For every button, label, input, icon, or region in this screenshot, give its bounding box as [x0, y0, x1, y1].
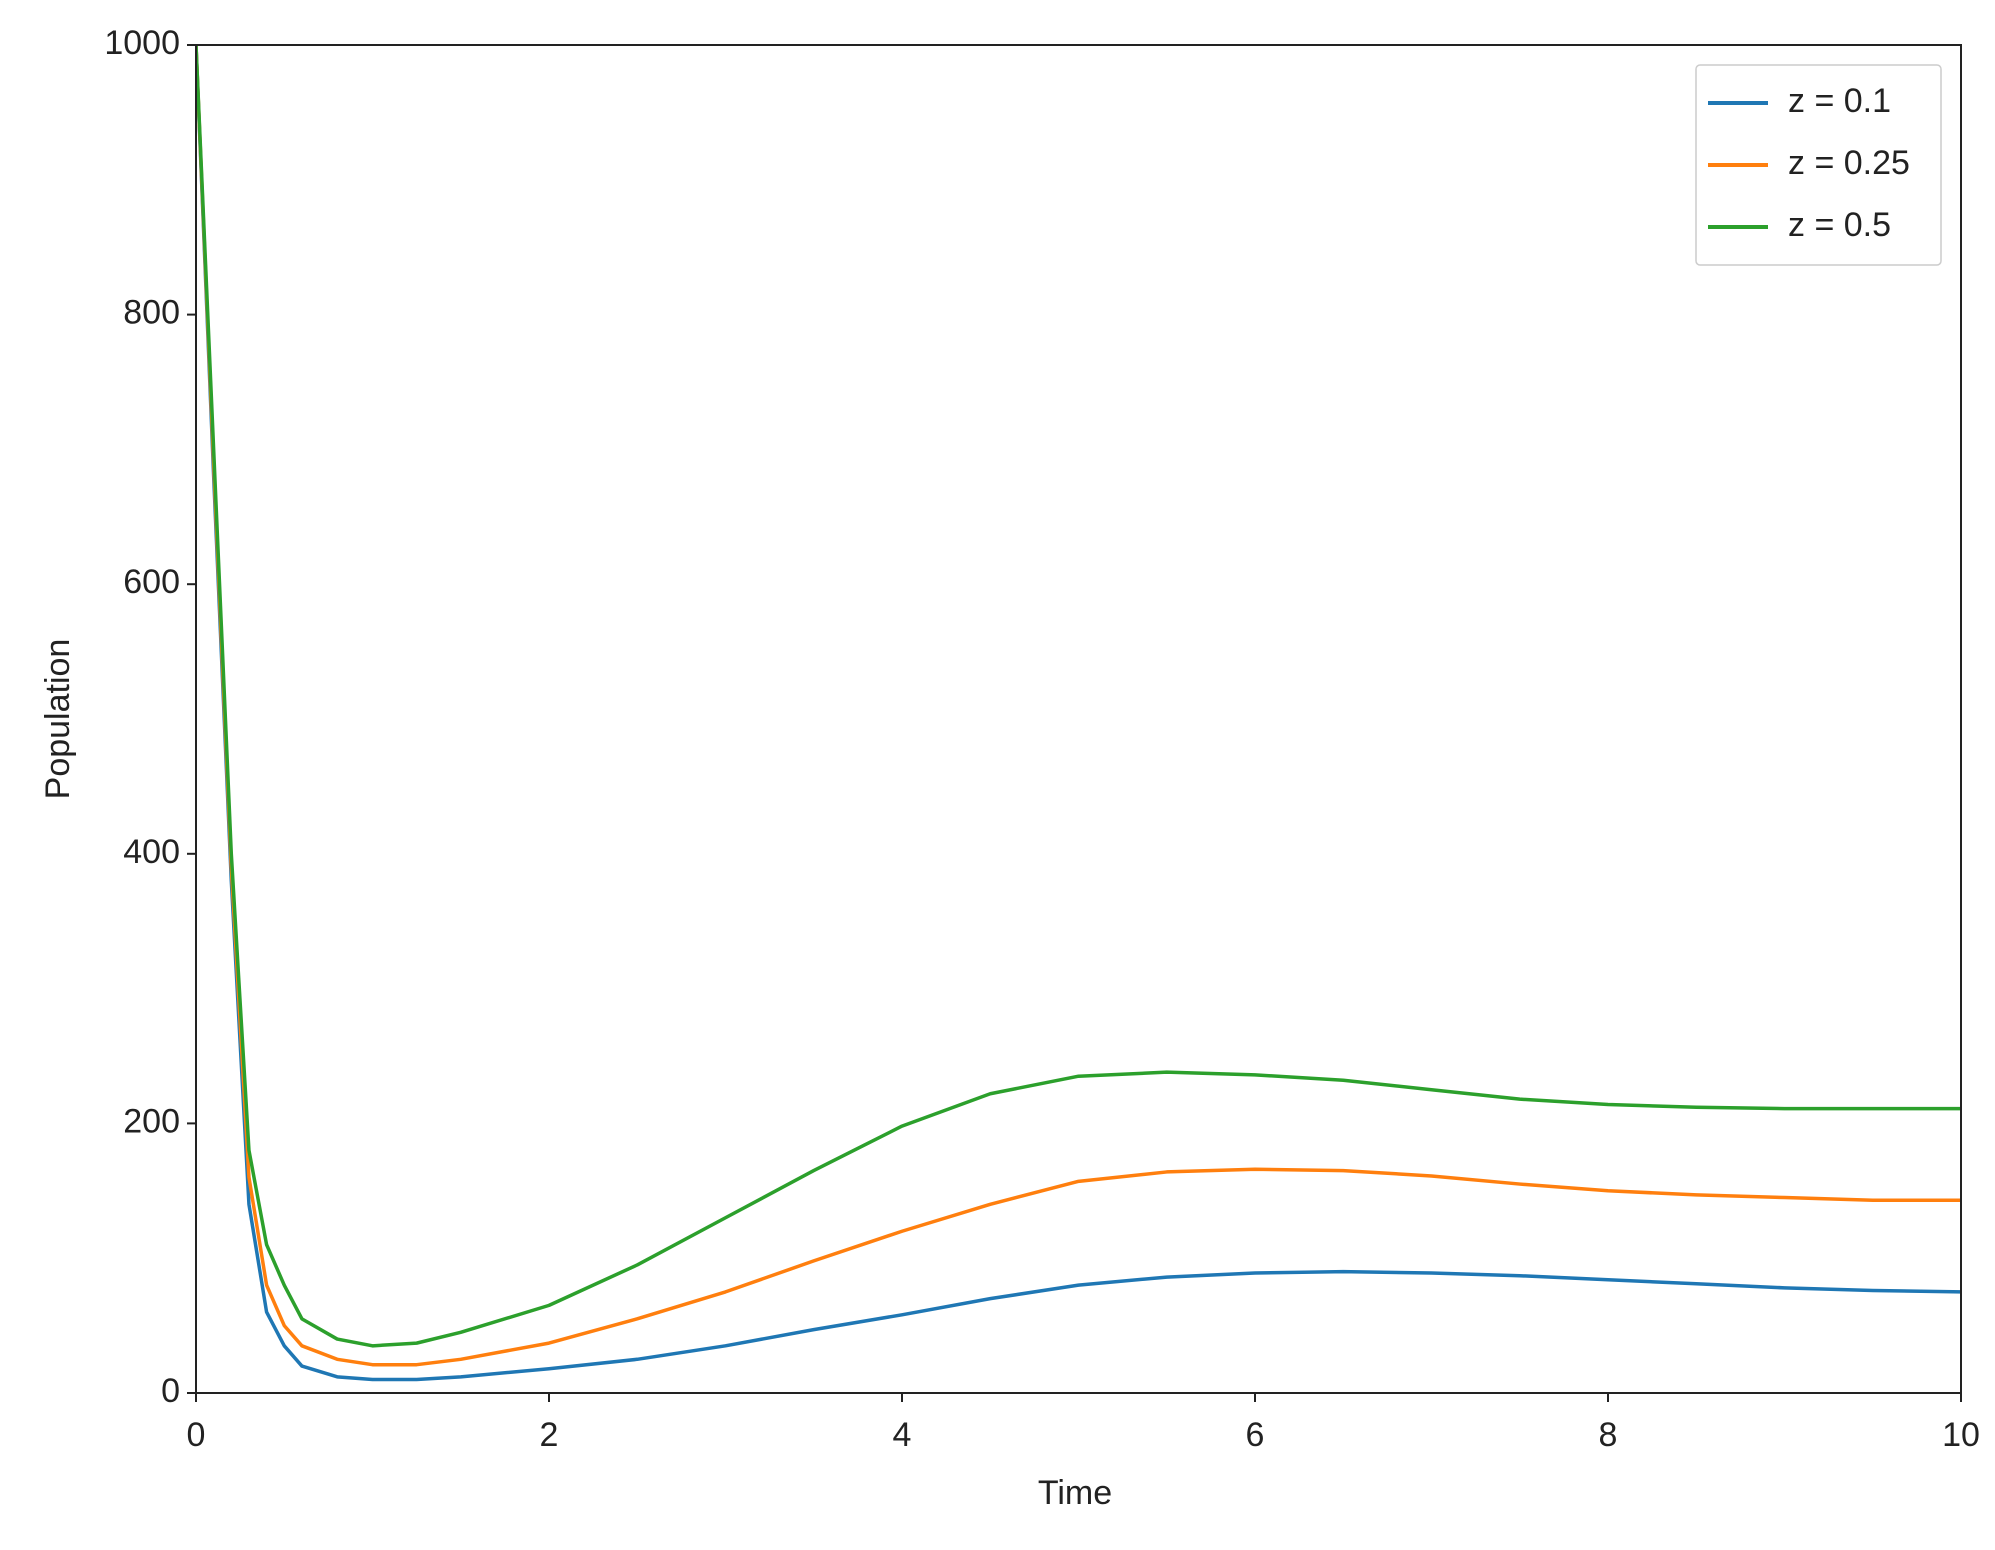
y-axis-label: Population [39, 639, 77, 800]
x-tick-label: 6 [1246, 1416, 1265, 1454]
y-tick-label: 400 [123, 833, 180, 871]
x-tick-label: 2 [540, 1416, 559, 1454]
line-series [196, 45, 1961, 1382]
legend-label: z = 0.5 [1788, 206, 1891, 244]
y-tick-label: 200 [123, 1102, 180, 1140]
x-tick-label: 8 [1599, 1416, 1618, 1454]
x-tick-label: 10 [1942, 1416, 1980, 1454]
x-axis-label: Time [1038, 1474, 1112, 1512]
x-tick-label: 0 [187, 1416, 206, 1454]
legend-box [1695, 64, 1942, 266]
y-tick-label: 600 [123, 563, 180, 601]
plot-frame [195, 44, 1962, 1394]
y-tick-label: 1000 [104, 24, 180, 62]
legend-label: z = 0.25 [1788, 144, 1910, 182]
line-series [196, 45, 1961, 1348]
line-series [196, 45, 1961, 1367]
x-tick-label: 4 [893, 1416, 912, 1454]
legend-label: z = 0.1 [1788, 82, 1891, 120]
y-tick-label: 800 [123, 294, 180, 332]
y-tick-label: 0 [161, 1372, 180, 1410]
